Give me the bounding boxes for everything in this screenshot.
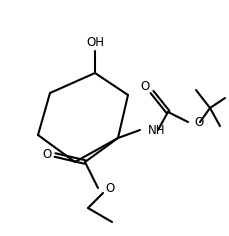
Text: NH: NH: [147, 123, 165, 136]
Text: O: O: [105, 181, 114, 194]
Text: O: O: [42, 148, 51, 161]
Text: O: O: [140, 80, 149, 93]
Text: OH: OH: [86, 37, 104, 50]
Text: O: O: [193, 115, 202, 128]
